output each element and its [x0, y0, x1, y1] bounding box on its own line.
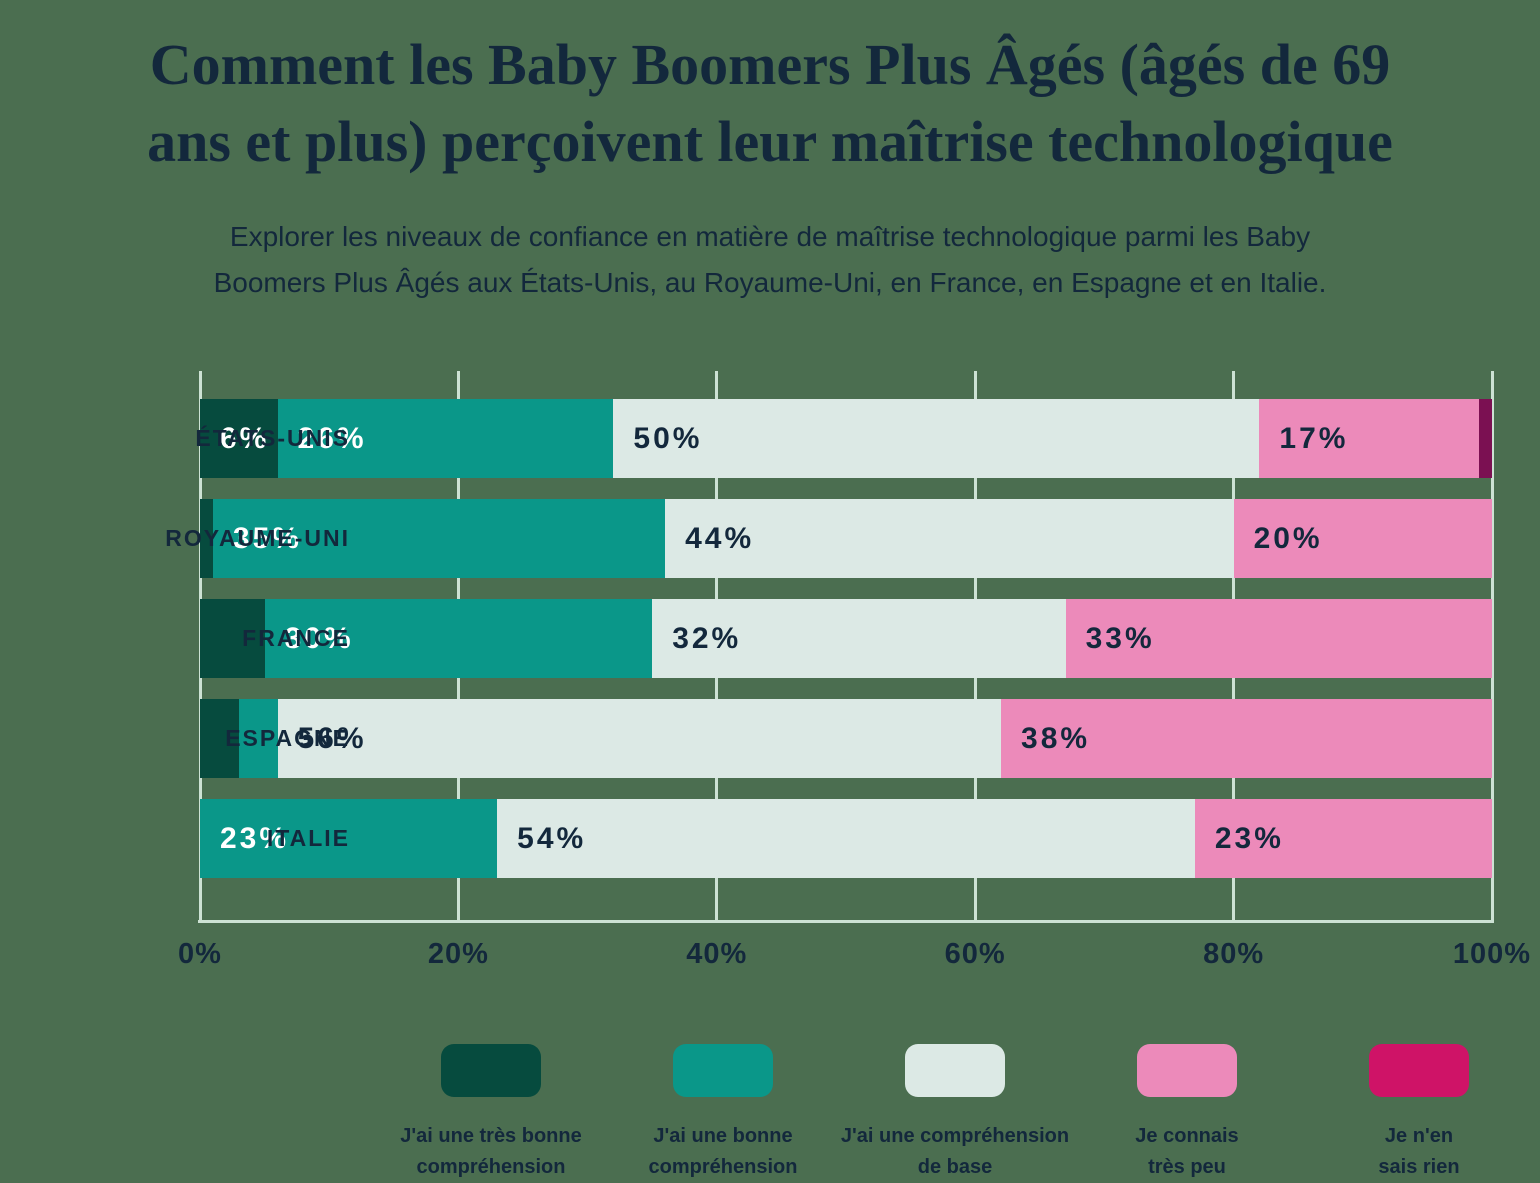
- legend-item-1: J'ai une très bonne compréhension: [375, 1044, 607, 1183]
- legend-label-2: J'ai une bonne compréhension: [648, 1125, 798, 1178]
- chart-title: Comment les Baby Boomers Plus Âgés (âgés…: [0, 26, 1540, 180]
- x-tick-100%: 100%: [1452, 938, 1532, 970]
- segment-espagne-s2: [238, 699, 278, 778]
- segment-value-label: 23%: [1214, 821, 1284, 855]
- segment-value-label: 32%: [672, 621, 742, 655]
- segment-value-label: 56%: [297, 721, 367, 755]
- segment-espagne-s3: 56%: [277, 699, 1002, 778]
- bar-row-italie: ITALIE 23% 54% 23%: [200, 799, 1492, 878]
- segment-value-label: 6%: [220, 421, 270, 455]
- segment-royaume-uni-s4: 20%: [1233, 499, 1492, 578]
- legend-swatch-4: [1137, 1044, 1237, 1097]
- segment-france-s2: 30%: [264, 599, 653, 678]
- segment-états-unis-s2: 26%: [277, 399, 614, 478]
- bar-row-france: FRANCE 30% 32% 33%: [200, 599, 1492, 678]
- segment-france-s1: [200, 599, 265, 678]
- segment-value-label: 17%: [1279, 421, 1349, 455]
- segment-value-label: 44%: [685, 521, 755, 555]
- legend-swatch-5: [1369, 1044, 1469, 1097]
- bar-row-espagne: ESPAGNE 56% 38%: [200, 699, 1492, 778]
- legend-label-5: Je n'en sais rien: [1378, 1125, 1460, 1178]
- chart-subtitle: Explorer les niveaux de confiance en mat…: [0, 214, 1540, 306]
- x-tick-40%: 40%: [686, 938, 748, 970]
- segment-italie-s2: 23%: [200, 799, 498, 878]
- segment-italie-s4: 23%: [1194, 799, 1492, 878]
- segment-états-unis-s5: [1479, 399, 1492, 478]
- legend-swatch-1: [441, 1044, 541, 1097]
- legend-item-4: Je connais très peu: [1071, 1044, 1303, 1183]
- legend-label-4: Je connais très peu: [1135, 1125, 1239, 1178]
- x-tick-0%: 0%: [178, 938, 222, 970]
- bar-row-états-unis: ÉTATS-UNIS 6% 26% 50% 17%: [195, 399, 1492, 478]
- legend-label-3: J'ai une compréhension de base: [840, 1125, 1070, 1178]
- chart-subtitle-line-1: Explorer les niveaux de confiance en mat…: [229, 221, 1311, 252]
- plot-area: ÉTATS-UNIS 6% 26% 50% 17% ROYAUME-UNI 35% 44% 20…: [165, 371, 1494, 923]
- category-label: ROYAUME-UNI: [165, 525, 350, 551]
- segment-états-unis-s3: 50%: [613, 399, 1260, 478]
- category-label: ITALIE: [266, 825, 350, 851]
- segment-royaume-uni-s3: 44%: [665, 499, 1234, 578]
- category-label: ÉTATS-UNIS: [195, 425, 350, 451]
- segment-value-label: 33%: [1085, 621, 1155, 655]
- segment-value-label: 50%: [633, 421, 703, 455]
- segment-value-label: 54%: [517, 821, 587, 855]
- segment-value-label: 20%: [1253, 521, 1323, 555]
- chart-title-line-1: Comment les Baby Boomers Plus Âgés (âgés…: [149, 32, 1391, 97]
- segment-espagne-s4: 38%: [1001, 699, 1492, 778]
- segment-value-label: 35%: [232, 521, 302, 555]
- legend-label-1: J'ai une très bonne compréhension: [400, 1125, 582, 1178]
- category-label: ESPAGNE: [225, 725, 350, 751]
- segment-value-label: 38%: [1021, 721, 1091, 755]
- chart-title-line-2: ans et plus) perçoivent leur maîtrise te…: [147, 109, 1393, 175]
- x-tick-60%: 60%: [944, 938, 1006, 970]
- legend-swatch-3: [905, 1044, 1005, 1097]
- segment-espagne-s1: [200, 699, 239, 778]
- segment-france-s3: 32%: [652, 599, 1066, 678]
- segment-france-s4: 33%: [1065, 599, 1492, 678]
- segment-états-unis-s1: 6%: [200, 399, 278, 478]
- x-tick-80%: 80%: [1203, 938, 1265, 970]
- segment-value-label: 23%: [220, 821, 290, 855]
- segment-italie-s3: 54%: [497, 799, 1195, 878]
- gridline-100%: [1490, 371, 1494, 923]
- legend-item-5: Je n'en sais rien: [1303, 1044, 1535, 1183]
- segment-value-label: 30%: [284, 621, 354, 655]
- legend-item-2: J'ai une bonne compréhension: [607, 1044, 839, 1183]
- x-tick-20%: 20%: [427, 938, 489, 970]
- bar-row-royaume-uni: ROYAUME-UNI 35% 44% 20%: [165, 499, 1492, 578]
- category-label: FRANCE: [242, 625, 350, 651]
- legend-item-3: J'ai une compréhension de base: [839, 1044, 1071, 1183]
- x-axis-line: [198, 920, 1494, 923]
- segment-états-unis-s4: 17%: [1259, 399, 1480, 478]
- segment-royaume-uni-s2: 35%: [212, 499, 666, 578]
- chart-subtitle-line-2: Boomers Plus Âgés aux États-Unis, au Roy…: [213, 267, 1327, 299]
- segment-royaume-uni-s1: [200, 499, 213, 578]
- legend-swatch-2: [673, 1044, 773, 1097]
- segment-value-label: 26%: [297, 421, 367, 455]
- chart-legend: J'ai une très bonne compréhension J'ai une…: [375, 1044, 1535, 1183]
